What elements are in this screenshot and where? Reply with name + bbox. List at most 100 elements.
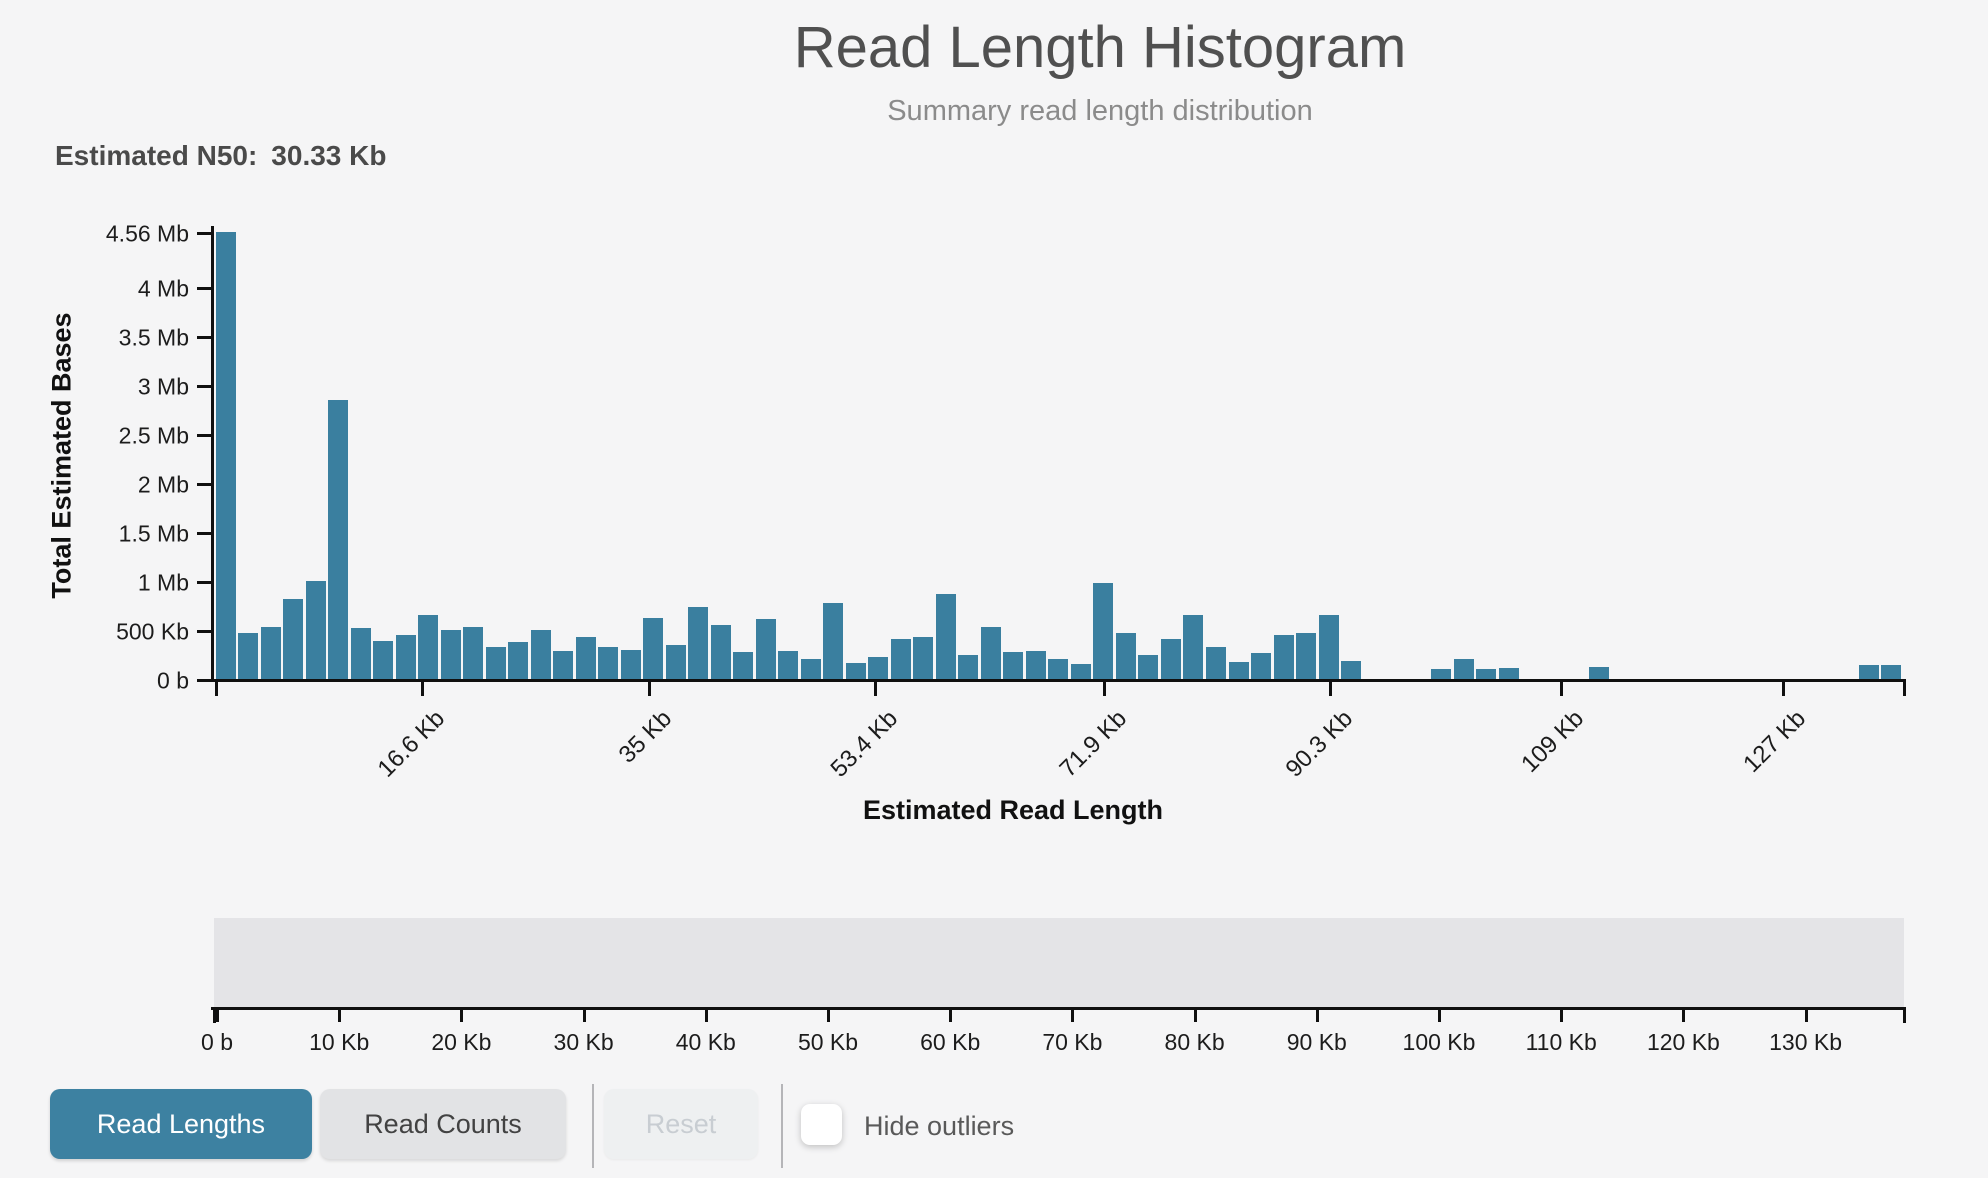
histogram-bar [1476, 669, 1497, 679]
x-tick [1102, 682, 1106, 696]
y-tick [197, 630, 211, 633]
histogram-bar [980, 627, 1001, 679]
y-tick-label: 2 Mb [137, 471, 189, 498]
y-tick [197, 581, 211, 584]
histogram-bar [778, 650, 799, 679]
n50-value: 30.33 Kb [271, 140, 387, 171]
y-tick-label: 0 b [157, 667, 189, 694]
estimated-n50: Estimated N50: 30.33 Kb [55, 140, 386, 172]
minimap-tick [1560, 1010, 1564, 1022]
histogram-bar [1273, 634, 1294, 679]
histogram-bar [508, 642, 529, 679]
histogram-bar [530, 630, 551, 679]
minimap-tick-label: 10 Kb [309, 1029, 370, 1055]
n50-label: Estimated N50: [55, 140, 258, 171]
read-counts-button[interactable]: Read Counts [320, 1089, 566, 1159]
histogram-bar [868, 656, 889, 679]
minimap-tick-label: 70 Kb [1042, 1029, 1103, 1055]
histogram-bar [913, 636, 934, 679]
minimap-tick-label: 0 b [201, 1029, 233, 1055]
y-tick-label: 1.5 Mb [118, 520, 189, 547]
minimap-endcap-left [213, 1007, 216, 1023]
histogram-bar [1251, 652, 1271, 679]
histogram-bar [710, 625, 731, 679]
histogram-bar [418, 614, 439, 679]
hide-outliers-checkbox[interactable] [801, 1104, 842, 1145]
histogram-bar [1296, 632, 1316, 679]
read-lengths-button[interactable]: Read Lengths [50, 1089, 312, 1159]
minimap-tick [1438, 1010, 1441, 1022]
histogram-bar [688, 607, 709, 679]
x-axis-endcap-left [215, 679, 218, 696]
minimap-tick [1682, 1010, 1686, 1022]
minimap-tick-label: 130 Kb [1769, 1029, 1843, 1055]
histogram-bar [935, 594, 956, 679]
histogram-bar [1228, 662, 1249, 679]
y-tick [197, 483, 211, 486]
histogram-bar [665, 645, 686, 679]
histogram-bar [1138, 654, 1159, 679]
histogram-bar [1025, 650, 1046, 679]
minimap-tick [460, 1010, 464, 1022]
y-tick-label: 4.56 Mb [105, 220, 189, 247]
minimap-tick [704, 1010, 708, 1022]
histogram-bar [800, 658, 821, 679]
histogram-bar [485, 646, 506, 679]
minimap-tick-label: 20 Kb [431, 1029, 492, 1055]
minimap-endcap-right [1903, 1007, 1906, 1023]
y-tick [197, 336, 211, 339]
histogram-bar [620, 650, 641, 679]
histogram-bar [890, 639, 911, 679]
minimap-tick-label: 50 Kb [797, 1029, 859, 1055]
histogram-bar [575, 636, 596, 679]
minimap-brush-area[interactable] [214, 918, 1904, 1007]
minimap-tick-label: 100 Kb [1402, 1029, 1476, 1055]
y-tick [197, 434, 211, 437]
minimap-tick [1315, 1010, 1319, 1022]
x-axis-title: Estimated Read Length [862, 795, 1164, 825]
y-tick [197, 532, 211, 535]
histogram-bar [1003, 651, 1024, 679]
histogram-bar [395, 634, 416, 679]
histogram-bar [823, 602, 844, 679]
minimap-tick-label: 30 Kb [553, 1029, 614, 1055]
minimap-tick [1193, 1010, 1197, 1022]
minimap-tick-label: 80 Kb [1164, 1029, 1225, 1055]
histogram-bar [553, 650, 574, 679]
y-tick-label: 3.5 Mb [118, 324, 189, 351]
minimap-tick [582, 1010, 586, 1022]
page-title: Read Length Histogram [793, 15, 1407, 80]
minimap-tick [827, 1010, 830, 1022]
histogram-bar [373, 640, 394, 679]
x-tick [1781, 682, 1785, 696]
reset-button[interactable]: Reset [604, 1089, 758, 1159]
y-tick-label: 500 Kb [116, 618, 189, 645]
y-tick-label: 3 Mb [137, 373, 189, 400]
y-tick [197, 385, 211, 388]
chart-header: Read Length Histogram Summary read lengt… [212, 14, 1988, 128]
histogram-bar [1160, 639, 1181, 679]
minimap-tick-label: 110 Kb [1525, 1029, 1597, 1055]
x-tick [874, 682, 878, 696]
histogram-bar [463, 626, 484, 679]
minimap-tick [949, 1010, 953, 1022]
histogram-bar [283, 599, 303, 679]
histogram-bar [1498, 668, 1519, 679]
histogram-bar [1881, 664, 1902, 679]
histogram-bar [1048, 658, 1069, 679]
histogram-bar [845, 662, 866, 679]
minimap-tick [1804, 1010, 1808, 1022]
divider [592, 1084, 594, 1168]
histogram-bar [1093, 583, 1114, 679]
y-tick-label: 4 Mb [137, 275, 189, 302]
histogram-bar [733, 652, 754, 679]
x-tick [1559, 682, 1563, 696]
page-subtitle: Summary read length distribution [887, 95, 1313, 127]
hide-outliers-label[interactable]: Hide outliers [864, 1111, 1015, 1141]
minimap-axis-line [211, 1007, 1906, 1010]
minimap-tick-label: 40 Kb [675, 1029, 736, 1055]
histogram-bar [643, 618, 664, 679]
histogram-bar [1431, 669, 1451, 679]
minimap-tick-label: 90 Kb [1286, 1029, 1347, 1055]
